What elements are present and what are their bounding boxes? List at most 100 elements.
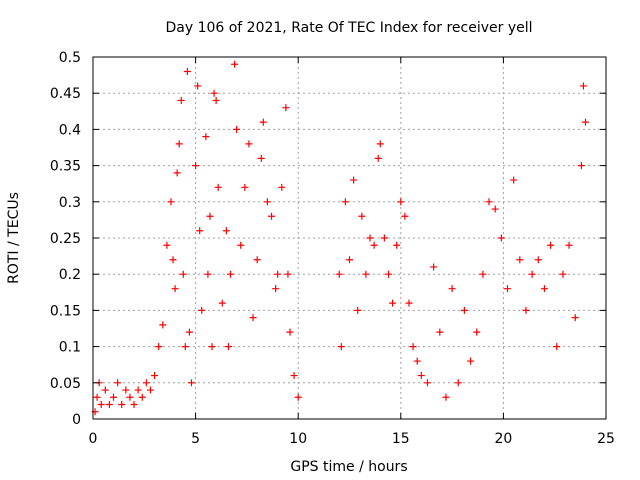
data-point [204,270,212,278]
data-point [485,198,493,206]
data-point [423,379,431,387]
data-point [194,82,202,90]
data-point [547,241,555,249]
data-point [553,343,561,351]
data-point [105,401,113,409]
data-point [126,393,134,401]
data-point [335,270,343,278]
data-point [208,343,216,351]
data-point [430,263,438,271]
y-tick-label: 0.35 [50,159,81,175]
data-point [380,234,388,242]
data-point [146,386,154,394]
data-point [448,285,456,293]
data-point [559,270,567,278]
data-point [263,198,271,206]
data-point [346,256,353,264]
data-point [473,328,481,336]
x-tick-label: 25 [597,431,615,447]
data-point [581,118,589,126]
data-point [436,328,444,336]
data-point [142,379,150,387]
data-point [218,299,226,307]
data-point [167,198,175,206]
x-tick-label: 15 [392,431,410,447]
data-point [528,270,536,278]
data-point [401,212,409,220]
data-point [290,372,298,380]
data-point [384,270,392,278]
data-point [171,285,179,293]
data-point [237,241,245,249]
data-point [374,154,382,162]
data-point [93,393,101,401]
data-point [467,357,475,365]
data-point [226,270,234,278]
data-point [337,343,345,351]
data-point [362,270,370,278]
data-point [97,401,105,409]
data-point [571,314,579,322]
data-point [358,212,366,220]
data-point [130,401,138,409]
data-point [198,306,206,314]
data-point [479,270,487,278]
y-tick-label: 0 [72,412,81,428]
data-point [212,96,220,104]
data-point [138,393,146,401]
data-point [259,118,267,126]
data-point [534,256,542,264]
data-point [110,393,118,401]
data-point [249,314,257,322]
data-point [405,299,413,307]
data-point [163,241,171,249]
data-point [241,183,249,191]
data-point [210,89,218,97]
data-point [214,183,222,191]
data-point [233,125,241,133]
data-point [206,212,214,220]
y-tick-label: 0.1 [59,340,81,356]
data-point [101,386,109,394]
x-tick-labels: 0 5 10 15 20 25 [89,431,615,447]
data-point [510,176,518,184]
y-tick-label: 0.05 [50,376,81,392]
data-point [366,234,374,242]
data-point [341,198,349,206]
data-point [442,393,450,401]
data-point [417,372,425,380]
data-point [224,343,232,351]
data-point [577,162,585,170]
data-point [376,140,384,148]
data-point [579,82,587,90]
data-point [231,60,239,68]
data-point [173,169,181,177]
chart-title: Day 106 of 2021, Rate Of TEC Index for r… [165,20,532,36]
data-point [196,227,204,235]
data-point [187,379,195,387]
y-tick-label: 0.5 [59,50,81,66]
data-point [294,393,302,401]
y-tick-labels: 0 0.05 0.1 0.15 0.2 0.25 0.3 0.35 0.4 0.45 0.5 [50,50,81,428]
y-tick-label: 0.2 [59,267,81,283]
data-point [565,241,573,249]
data-point [274,270,282,278]
data-point [181,343,189,351]
data-point [497,234,505,242]
data-point [272,285,280,293]
data-point [522,306,530,314]
data-point [460,306,468,314]
data-point [183,67,191,75]
x-axis-label: GPS time / hours [290,459,407,475]
data-point [114,379,122,387]
data-point [169,256,177,264]
data-point [491,205,499,213]
y-tick-label: 0.25 [50,231,81,247]
data-point [350,176,358,184]
data-points [91,60,589,416]
data-point [268,212,276,220]
data-point [118,401,126,409]
data-point [122,386,130,394]
data-point [177,96,185,104]
